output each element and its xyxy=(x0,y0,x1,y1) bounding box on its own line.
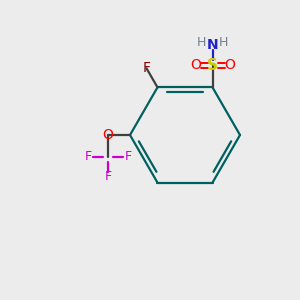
Text: O: O xyxy=(103,128,113,142)
Text: F: F xyxy=(124,151,132,164)
Text: S: S xyxy=(207,58,218,73)
Text: F: F xyxy=(142,61,151,75)
Text: F: F xyxy=(104,170,112,184)
Text: H: H xyxy=(197,36,206,49)
Text: F: F xyxy=(84,151,92,164)
Text: H: H xyxy=(219,36,228,49)
Text: O: O xyxy=(190,58,201,72)
Text: N: N xyxy=(207,38,218,52)
Text: O: O xyxy=(224,58,235,72)
